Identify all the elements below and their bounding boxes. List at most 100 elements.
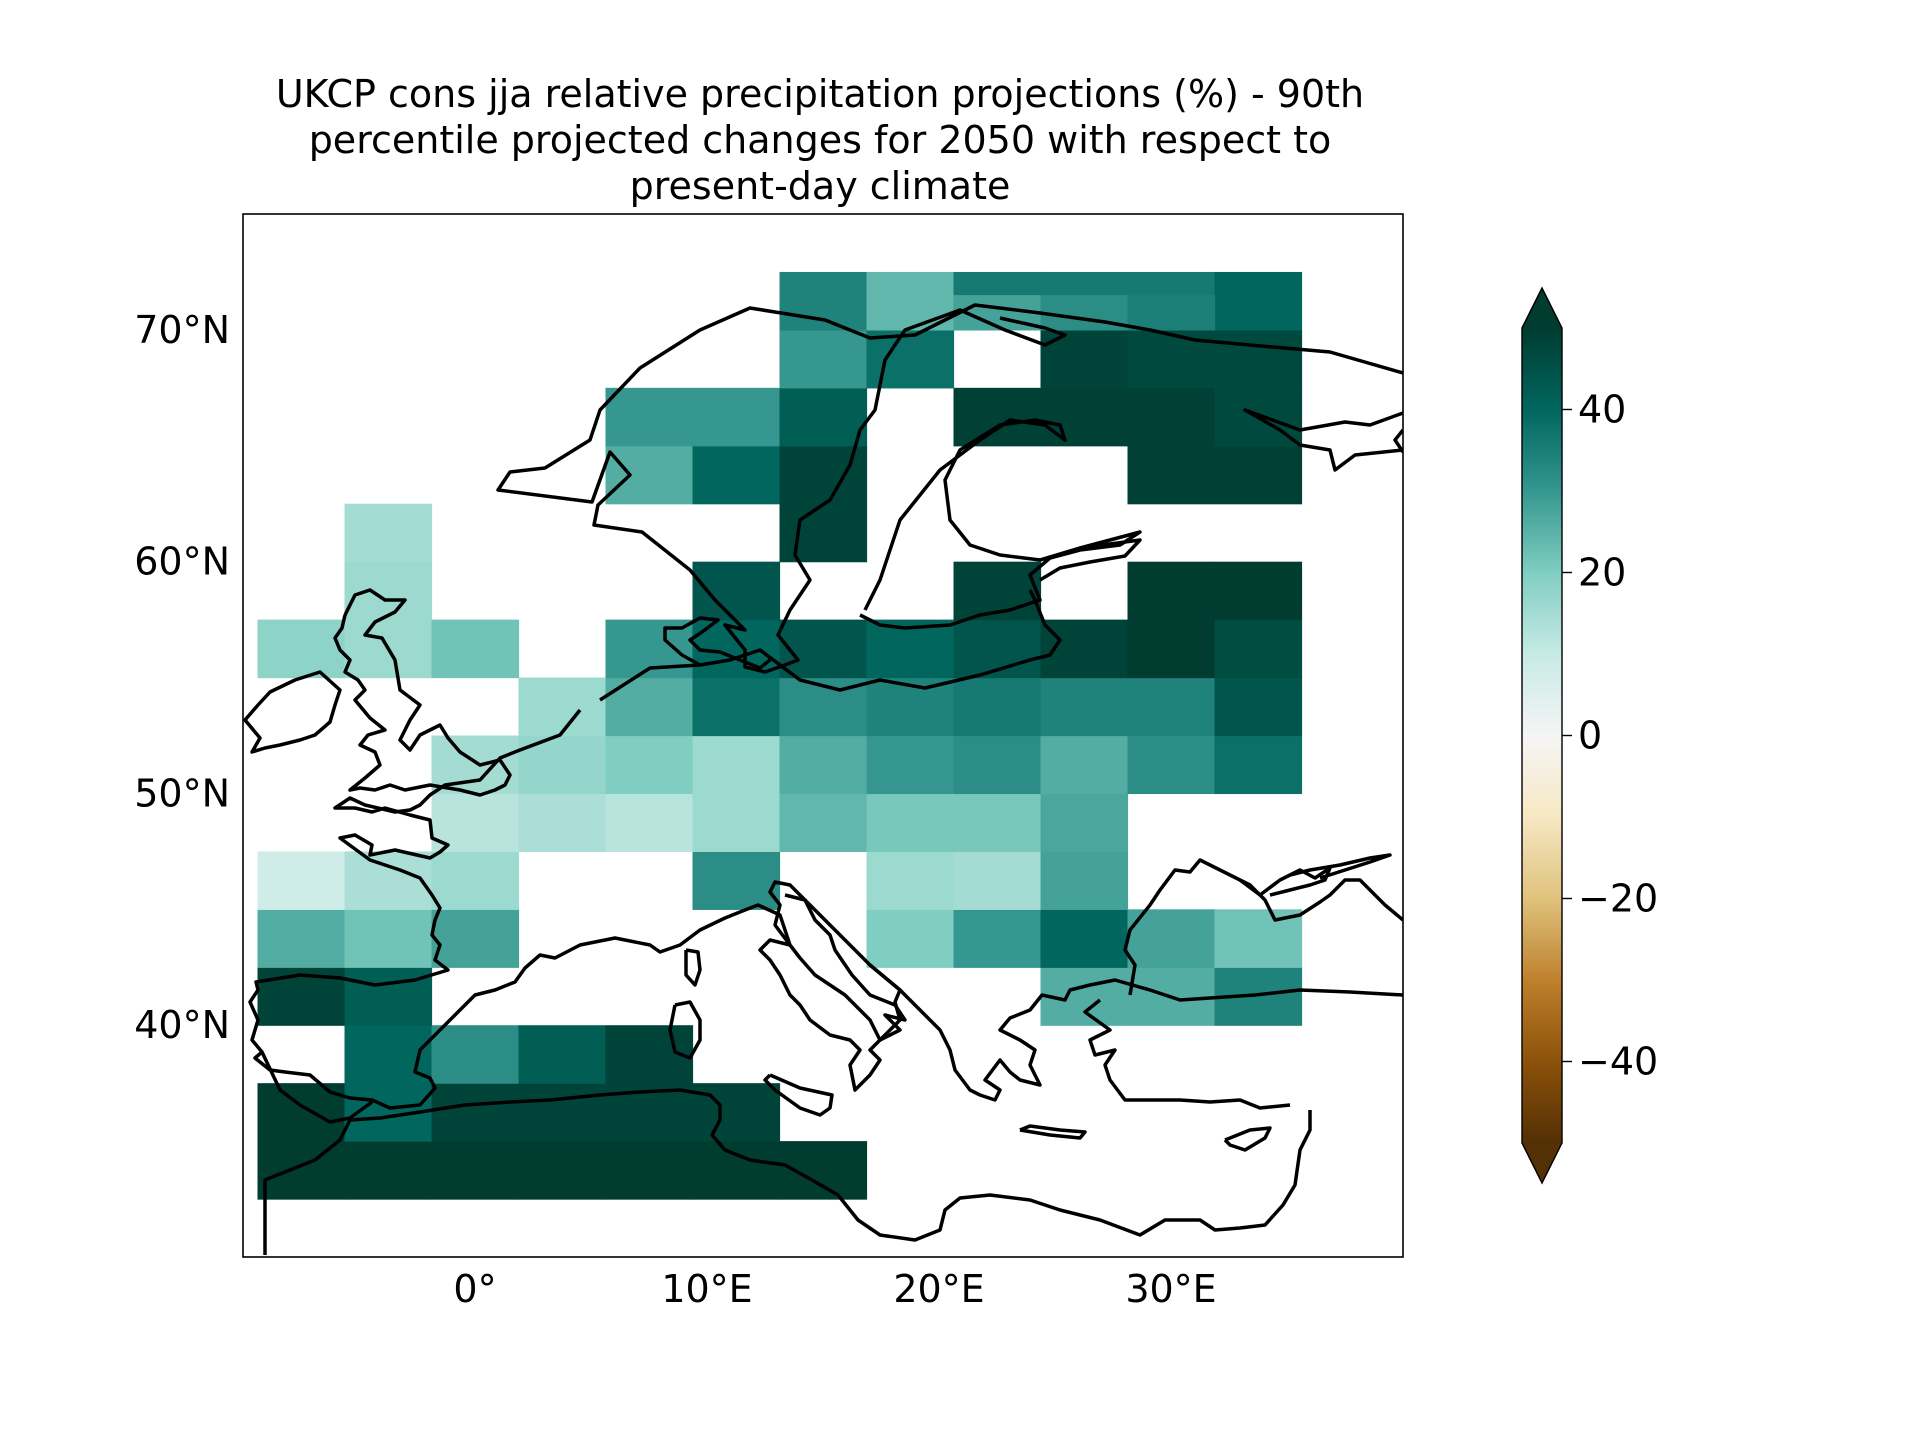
- chart-title-line-1: UKCP cons jja relative precipitation pro…: [275, 72, 1365, 116]
- heatmap-cell: [1214, 677, 1303, 737]
- colorbar-extend-max: [1522, 288, 1562, 328]
- heatmap-cell: [866, 271, 955, 331]
- heatmap-cell: [605, 735, 694, 795]
- coastline-ireland: [243, 670, 342, 754]
- colorbar-tick-label: 0: [1578, 714, 1602, 758]
- heatmap-cell: [779, 329, 868, 389]
- heatmap-cell: [1127, 677, 1216, 737]
- coastline-balkans: [868, 963, 1403, 1102]
- heatmap-cell: [779, 619, 868, 679]
- heatmap-cell: [518, 677, 607, 737]
- coastline-crimea: [1238, 866, 1332, 897]
- heatmap-cell: [1127, 295, 1216, 331]
- coastline-sardinia: [668, 1000, 702, 1060]
- y-tick-label: 40°N: [134, 1003, 230, 1047]
- heatmap-cell: [1040, 329, 1129, 389]
- heatmap-cell: [779, 271, 868, 331]
- x-axis: 0° 10°E 20°E 30°E: [453, 1267, 1216, 1311]
- colorbar-outline: [1521, 286, 1563, 1185]
- heatmap-cell: [1127, 909, 1216, 968]
- x-tick-label: 0°: [453, 1267, 496, 1311]
- heatmap-cell: [605, 387, 694, 447]
- heatmap-cell: [518, 1083, 607, 1142]
- heatmap-cell: [257, 851, 346, 910]
- heatmap-cell: [953, 851, 1042, 910]
- coastline-scandinavia: [496, 303, 1403, 674]
- heatmap-cell: [1127, 445, 1216, 505]
- colorbar-tick-label: 20: [1578, 551, 1626, 595]
- coastline-western-europe: [248, 708, 907, 1110]
- heatmap-cell: [518, 1141, 607, 1200]
- heatmap-cell: [1127, 387, 1216, 447]
- heatmap-cell: [431, 1083, 520, 1142]
- heatmap-cell: [344, 1141, 433, 1200]
- heatmap-cell: [605, 445, 694, 505]
- colorbar-gradient: [1522, 328, 1562, 1143]
- heatmap-cell: [866, 677, 955, 737]
- chart-title-line-2: percentile projected changes for 2050 wi…: [308, 118, 1332, 162]
- heatmap-cell: [518, 793, 607, 852]
- heatmap-cell: [1214, 561, 1303, 621]
- heatmap-cell: [431, 851, 520, 910]
- heatmap-cell: [1214, 271, 1303, 331]
- coastline-crete: [1019, 1124, 1087, 1140]
- heatmap-cell: [257, 1141, 346, 1200]
- colorbar: −40 −20 0 20 40: [1521, 286, 1658, 1185]
- heatmap-cell: [692, 793, 781, 852]
- y-axis: 40°N 50°N 60°N 70°N: [134, 308, 230, 1047]
- heatmap-cell: [953, 735, 1042, 795]
- coastline-baltic-south: [599, 589, 1062, 702]
- coastline-finland: [1039, 538, 1142, 582]
- x-tick-label: 30°E: [1125, 1267, 1216, 1311]
- y-tick-label: 60°N: [134, 540, 230, 584]
- heatmap-cell: [953, 677, 1042, 737]
- heatmap-cell: [692, 445, 781, 505]
- heatmap-cell: [779, 503, 868, 563]
- heatmap-cell: [866, 735, 955, 795]
- heatmap-cell: [431, 1141, 520, 1200]
- heatmap-cell: [1214, 619, 1303, 679]
- heatmap-cell: [257, 909, 346, 968]
- coastlines: [243, 303, 1403, 1255]
- coastline-iberia-south: [260, 1051, 374, 1124]
- heatmap-cell: [779, 793, 868, 852]
- heatmap-cell: [1040, 735, 1129, 795]
- y-tick-label: 50°N: [134, 771, 230, 815]
- heatmap-cell: [605, 793, 694, 852]
- coastline-gulf-of-bothnia: [859, 418, 1142, 630]
- heatmap-cell: [431, 793, 520, 852]
- coastline-cyprus: [1223, 1126, 1272, 1152]
- heatmap-cell: [866, 851, 955, 910]
- heatmap-cell: [692, 735, 781, 795]
- coastline-white-sea: [1243, 408, 1403, 472]
- heatmap-cell: [1127, 329, 1216, 389]
- heatmap-cell: [344, 561, 433, 621]
- heatmap-cell: [779, 387, 868, 447]
- heatmap-cell: [692, 851, 781, 910]
- colorbar-tick-label: 40: [1578, 388, 1626, 432]
- coastline-jutland: [663, 616, 772, 670]
- heatmap-cell: [953, 909, 1042, 968]
- coastline-kola-north: [1393, 428, 1403, 453]
- heatmap-cell: [344, 503, 433, 563]
- coastline-aegean: [1083, 998, 1291, 1110]
- heatmap-cell: [779, 735, 868, 795]
- heatmap-cell: [1214, 329, 1303, 389]
- coastline-sicily: [763, 1073, 834, 1117]
- heatmap-cell: [953, 793, 1042, 852]
- heatmap-cell: [344, 909, 433, 968]
- heatmap-cell: [953, 387, 1042, 447]
- heatmap-cell: [1040, 909, 1129, 968]
- heatmap-cell: [692, 1141, 781, 1200]
- heatmap-cells: [257, 271, 1303, 1200]
- coastline-great-britain: [333, 588, 512, 797]
- heatmap-cell: [692, 677, 781, 737]
- heatmap-cell: [1040, 851, 1129, 910]
- coastline-north-africa: [263, 1088, 1312, 1255]
- colorbar-tick-label: −40: [1578, 1040, 1658, 1084]
- colorbar-extend-min: [1522, 1143, 1562, 1183]
- chart-title-line-3: present-day climate: [629, 164, 1011, 208]
- heatmap-cell: [1127, 735, 1216, 795]
- heatmap-cell: [1127, 619, 1216, 679]
